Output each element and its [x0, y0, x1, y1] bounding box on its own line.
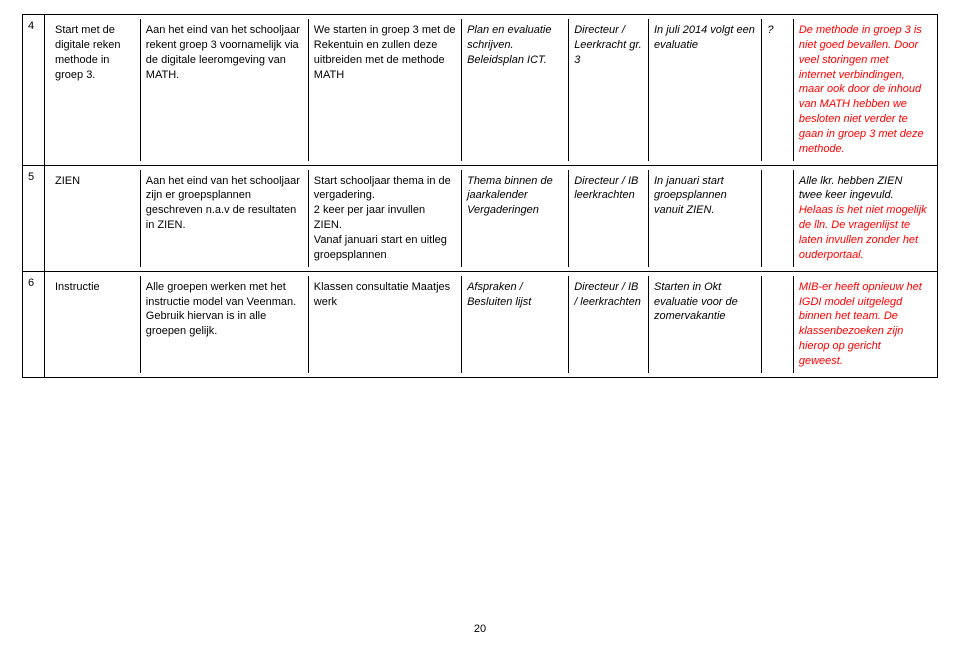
eval-part-b: Helaas is het niet mogelijk de lln. De v…: [799, 204, 927, 261]
cell-goal: Alle groepen werken met het instructie m…: [140, 276, 308, 373]
plan-table: 4 Start met de digitale reken methode in…: [22, 14, 938, 378]
cell-means: Afspraken / Besluiten lijst: [462, 276, 569, 373]
cell-action: Start schooljaar thema in de vergadering…: [308, 170, 461, 267]
cell-when: In juli 2014 volgt een evaluatie: [648, 19, 761, 161]
cell-when: Starten in Okt evaluatie voor de zomerva…: [648, 276, 761, 373]
eval-part-a: Alle lkr. hebben ZIEN twee keer ingevuld…: [799, 175, 903, 202]
page-number: 20: [0, 623, 960, 635]
cell-who: Directeur / IB / leerkrachten: [569, 276, 649, 373]
table-row: 6 Instructie Alle groepen werken met het…: [23, 271, 938, 377]
cell-topic: ZIEN: [50, 170, 140, 267]
cell-goal: Aan het eind van het schooljaar rekent g…: [140, 19, 308, 161]
cell-who: Directeur / Leerkracht gr. 3: [569, 19, 649, 161]
row-number: 6: [23, 271, 45, 377]
cell-cost: ?: [762, 19, 793, 161]
cell-evaluation: Alle lkr. hebben ZIEN twee keer ingevuld…: [793, 170, 932, 267]
cell-action: We starten in groep 3 met de Rekentuin e…: [308, 19, 461, 161]
row-number: 4: [23, 15, 45, 166]
cell-action: Klassen consultatie Maatjes werk: [308, 276, 461, 373]
cell-who: Directeur / IB leerkrachten: [569, 170, 649, 267]
cell-cost: [762, 170, 793, 267]
table-row: 4 Start met de digitale reken methode in…: [23, 15, 938, 166]
cell-goal: Aan het eind van het schooljaar zijn er …: [140, 170, 308, 267]
cell-evaluation: De methode in groep 3 is niet goed beval…: [793, 19, 932, 161]
cell-cost: [762, 276, 793, 373]
cell-means: Plan en evaluatie schrijven. Beleidsplan…: [462, 19, 569, 161]
cell-topic: Instructie: [50, 276, 140, 373]
cell-when: In januari start groepsplannen vanuit ZI…: [648, 170, 761, 267]
cell-topic: Start met de digitale reken methode in g…: [50, 19, 140, 161]
table-row: 5 ZIEN Aan het eind van het schooljaar z…: [23, 165, 938, 271]
cell-means: Thema binnen de jaarkalender Vergadering…: [462, 170, 569, 267]
row-number: 5: [23, 165, 45, 271]
cell-evaluation: MIB-er heeft opnieuw het IGDI model uitg…: [793, 276, 932, 373]
